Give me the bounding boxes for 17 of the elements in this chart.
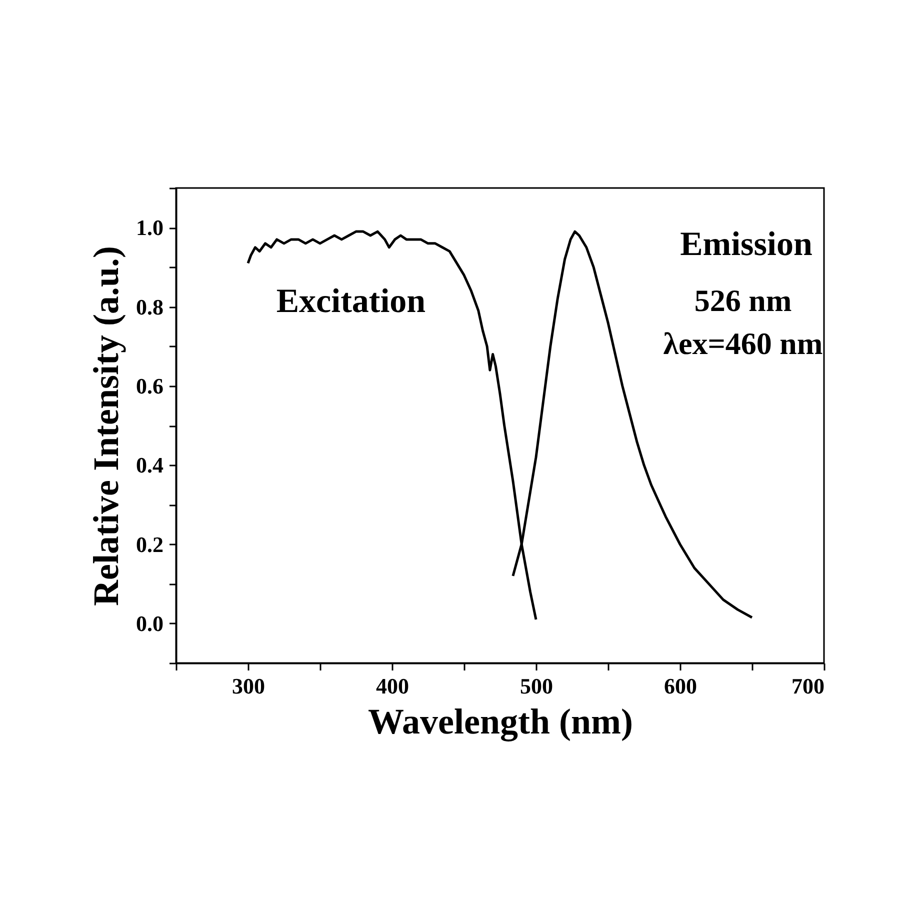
x-tick-label: 400 (376, 674, 409, 698)
y-tick-label: 0.8 (136, 294, 164, 320)
annotation: 526 nm (694, 283, 792, 318)
x-tick-label: 600 (664, 674, 697, 698)
y-tick-label: 0.4 (136, 452, 164, 478)
x-axis-title: Wavelength (nm) (368, 702, 633, 742)
annotation: λex=460 nm (663, 326, 823, 361)
text: Emission (680, 226, 812, 263)
y-tick-label: 0.2 (136, 532, 164, 557)
x-tick-label: 700 (792, 674, 824, 698)
y-tick-label: 0.6 (136, 373, 164, 398)
y-tick-label: 0.0 (136, 610, 164, 636)
x-tick-label: 300 (232, 674, 265, 698)
series-label: Excitation (276, 283, 426, 320)
y-tick-label: 1.0 (136, 215, 164, 240)
x-tick-label: 500 (520, 674, 553, 698)
y-axis-title: Relative Intensity (a.u.) (86, 246, 126, 606)
